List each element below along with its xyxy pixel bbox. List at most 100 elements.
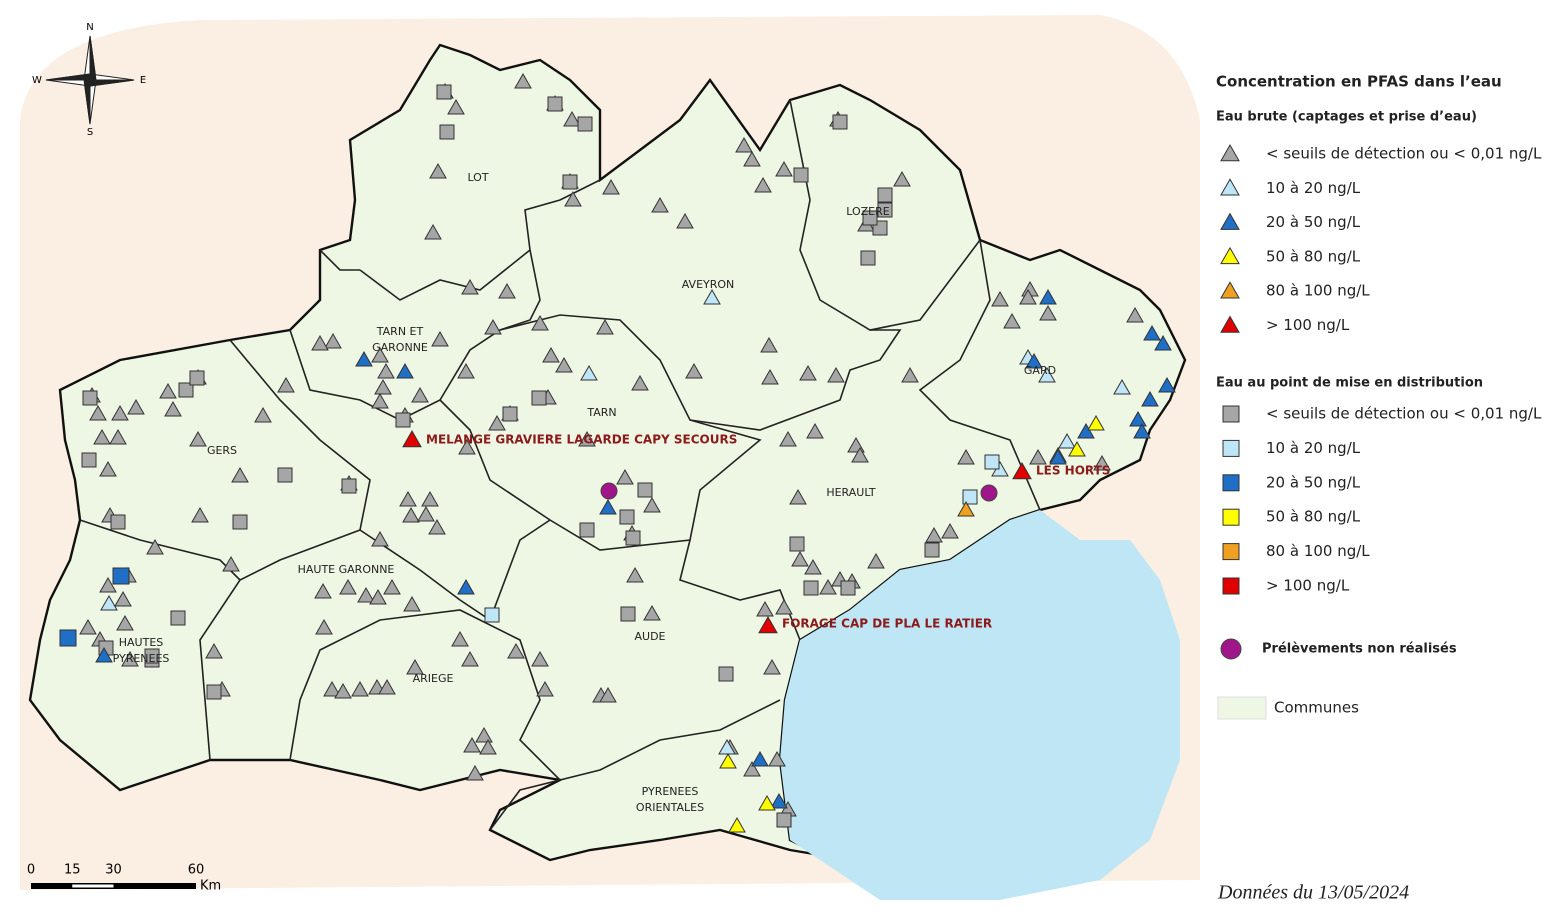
square-marker — [577, 116, 593, 132]
scale-bar-segment — [72, 884, 114, 888]
triangle-marker — [761, 368, 779, 385]
triangle-marker — [893, 170, 911, 187]
square-marker — [625, 530, 641, 546]
triangle-marker — [775, 160, 793, 177]
triangle-marker — [643, 604, 661, 621]
triangle-marker — [466, 764, 484, 781]
square-marker — [82, 390, 98, 406]
triangle-marker — [429, 162, 447, 179]
triangle-marker — [789, 488, 807, 505]
triangle-marker — [406, 658, 424, 675]
triangle-marker — [1087, 414, 1105, 431]
square-marker — [860, 250, 876, 266]
triangle-marker — [1158, 376, 1176, 393]
triangle-marker — [334, 682, 352, 699]
triangle-marker — [402, 429, 422, 448]
site-label: LES HORTS — [1036, 464, 1110, 478]
triangle-marker — [378, 678, 396, 695]
triangle-marker — [421, 490, 439, 507]
triangle-marker — [957, 448, 975, 465]
triangle-marker — [109, 428, 127, 445]
triangle-marker — [383, 578, 401, 595]
triangle-marker — [1129, 410, 1147, 427]
triangle-marker — [685, 362, 703, 379]
triangle-marker — [411, 386, 429, 403]
triangle-marker — [751, 750, 769, 767]
triangle-marker — [531, 650, 549, 667]
square-marker — [793, 167, 809, 183]
square-marker — [718, 666, 734, 682]
triangle-marker — [728, 816, 746, 833]
triangle-marker — [514, 72, 532, 89]
square-marker — [803, 580, 819, 596]
department-label: AVEYRON — [682, 278, 735, 291]
triangle-marker — [451, 630, 469, 647]
triangle-marker — [461, 278, 479, 295]
site-label: FORAGE CAP DE PLA LE RATIER — [782, 617, 992, 631]
triangle-marker — [475, 726, 493, 743]
triangle-marker — [457, 362, 475, 379]
square-marker — [862, 210, 878, 226]
triangle-marker — [768, 750, 786, 767]
triangle-marker — [596, 318, 614, 335]
square-marker — [637, 482, 653, 498]
triangle-marker — [719, 752, 737, 769]
triangle-marker — [1029, 448, 1047, 465]
triangle-marker — [760, 336, 778, 353]
triangle-marker — [371, 392, 389, 409]
triangle-marker — [1019, 288, 1037, 305]
triangle-marker — [827, 366, 845, 383]
triangle-marker — [1039, 288, 1057, 305]
triangle-marker — [616, 468, 634, 485]
triangle-marker — [1068, 440, 1086, 457]
scale-label: 30 — [105, 863, 122, 878]
triangle-marker — [399, 490, 417, 507]
triangle-marker — [93, 428, 111, 445]
triangle-marker — [461, 650, 479, 667]
triangle-marker — [428, 518, 446, 535]
triangle-marker — [99, 576, 117, 593]
department-label: LOZERE — [846, 205, 890, 218]
scale-label: 60 — [188, 863, 205, 878]
triangle-marker — [377, 362, 395, 379]
triangle-marker — [121, 650, 139, 667]
triangle-marker — [507, 642, 525, 659]
triangle-marker — [277, 376, 295, 393]
triangle-marker — [114, 590, 132, 607]
triangle-marker — [205, 642, 223, 659]
triangle-marker — [1220, 281, 1240, 299]
square-marker — [144, 648, 160, 664]
square-marker — [277, 467, 293, 483]
square-marker — [59, 629, 77, 647]
department-label: AUDE — [635, 630, 666, 643]
region — [28, 43, 1187, 862]
legend-label: > 100 ng/L — [1266, 577, 1350, 595]
legend-heading: Eau brute (captages et prise d’eau) — [1216, 110, 1477, 125]
square-marker — [877, 202, 893, 218]
not-done-marker — [600, 482, 618, 500]
square-marker — [1222, 405, 1240, 423]
square-marker — [178, 382, 194, 398]
triangle-marker — [867, 552, 885, 569]
scale-label: 15 — [64, 863, 81, 878]
triangle-marker — [536, 680, 554, 697]
triangle-marker — [1058, 432, 1076, 449]
square-marker — [436, 84, 452, 100]
department-label: HAUTES — [119, 636, 164, 649]
triangle-marker — [498, 282, 516, 299]
legend-label: 20 à 50 ng/L — [1266, 213, 1361, 231]
triangle-marker — [146, 538, 164, 555]
triangle-marker — [743, 150, 761, 167]
legend-heading: Eau au point de mise en distribution — [1216, 376, 1483, 391]
square-marker — [112, 567, 130, 585]
triangle-marker — [651, 196, 669, 213]
department-label: HERAULT — [826, 486, 876, 499]
legend-label: 50 à 80 ng/L — [1266, 508, 1361, 526]
scale-unit: Km — [200, 879, 221, 894]
triangle-marker — [763, 658, 781, 675]
triangle-marker — [743, 760, 761, 777]
square-marker — [439, 124, 455, 140]
triangle-marker — [578, 430, 596, 447]
triangle-marker — [758, 615, 778, 634]
triangle-marker — [402, 506, 420, 523]
